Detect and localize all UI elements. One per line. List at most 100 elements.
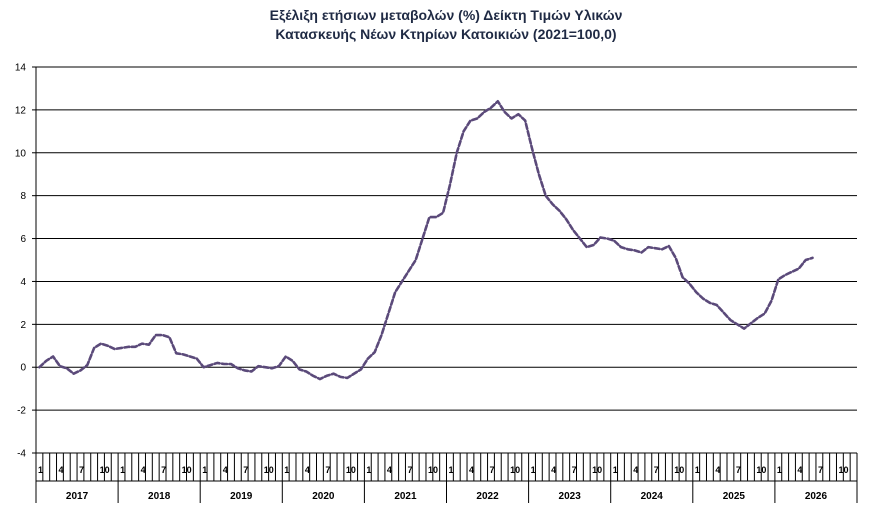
month-label: 4: [223, 465, 228, 475]
y-tick-label: -2: [17, 406, 26, 417]
month-label: 1: [38, 465, 43, 475]
data-point: [709, 302, 710, 303]
data-point: [449, 184, 450, 185]
data-point: [66, 368, 67, 369]
month-label: 10: [674, 465, 684, 475]
month-label: 4: [551, 465, 556, 475]
month-label: 4: [797, 465, 802, 475]
data-point: [244, 370, 245, 371]
data-point: [189, 356, 190, 357]
series-line: [38, 100, 814, 381]
data-point: [135, 346, 136, 347]
month-label: 1: [284, 465, 289, 475]
month-label: 7: [79, 465, 84, 475]
data-point: [744, 328, 745, 329]
data-point: [39, 367, 40, 368]
y-tick-label: 12: [15, 105, 27, 116]
data-point: [634, 250, 635, 251]
year-label: 2024: [641, 491, 664, 502]
data-point: [94, 347, 95, 348]
data-point: [490, 107, 491, 108]
data-point: [545, 195, 546, 196]
data-point: [511, 118, 512, 119]
month-label: 7: [654, 465, 659, 475]
data-point: [265, 367, 266, 368]
month-label: 1: [695, 465, 700, 475]
month-label: 4: [59, 465, 64, 475]
month-label: 7: [736, 465, 741, 475]
data-point: [675, 257, 676, 258]
data-point: [155, 334, 156, 335]
data-point: [429, 217, 430, 218]
data-point: [614, 240, 615, 241]
data-point: [607, 238, 608, 239]
data-point: [251, 371, 252, 372]
data-point: [716, 304, 717, 305]
data-point: [702, 298, 703, 299]
data-point: [395, 292, 396, 293]
year-label: 2018: [148, 491, 171, 502]
month-label: 7: [572, 465, 577, 475]
y-tick-label: 2: [20, 320, 26, 331]
y-tick-label: 8: [20, 191, 26, 202]
data-point: [436, 217, 437, 218]
data-point: [203, 367, 204, 368]
data-point: [559, 210, 560, 211]
data-point: [73, 373, 74, 374]
data-point: [538, 174, 539, 175]
data-point: [531, 148, 532, 149]
data-point: [791, 271, 792, 272]
year-label: 2022: [476, 491, 499, 502]
data-point: [778, 279, 779, 280]
data-point: [340, 376, 341, 377]
data-point: [525, 120, 526, 121]
month-label: 10: [346, 465, 356, 475]
data-point: [326, 375, 327, 376]
month-label: 10: [264, 465, 274, 475]
month-label: 1: [777, 465, 782, 475]
data-point: [566, 219, 567, 220]
y-tick-label: 0: [20, 363, 26, 374]
data-point: [53, 356, 54, 357]
data-point: [812, 257, 813, 258]
month-label: 10: [756, 465, 766, 475]
data-point: [401, 281, 402, 282]
data-point: [504, 111, 505, 112]
data-point: [497, 101, 498, 102]
data-point: [176, 353, 177, 354]
data-point: [381, 334, 382, 335]
data-point: [730, 319, 731, 320]
x-axis: 1 4 7 10 2017 1 4 7 10 2018 1 4 7 10 2019 1 4 7 10 2020 1 4 7 1…: [35, 453, 858, 503]
year-label: 2019: [230, 491, 253, 502]
month-label: 7: [325, 465, 330, 475]
y-tick-label: -4: [17, 449, 26, 460]
data-point: [148, 344, 149, 345]
data-point: [648, 247, 649, 248]
month-label: 10: [182, 465, 192, 475]
data-point: [278, 366, 279, 367]
data-point: [237, 368, 238, 369]
year-label: 2021: [394, 491, 417, 502]
data-point: [661, 249, 662, 250]
data-point: [107, 345, 108, 346]
data-point: [442, 212, 443, 213]
data-point: [210, 364, 211, 365]
data-point: [80, 370, 81, 371]
data-point: [388, 313, 389, 314]
series-layer: [38, 100, 814, 381]
month-label: 7: [407, 465, 412, 475]
data-point: [59, 366, 60, 367]
data-point: [785, 274, 786, 275]
y-tick-label: 4: [20, 277, 26, 288]
data-point: [100, 343, 101, 344]
grid-lines: [36, 66, 857, 454]
month-label: 10: [838, 465, 848, 475]
chart-title-line-1: Εξέλιξη ετήσιων μεταβολών (%) Δείκτη Τιμ…: [269, 7, 623, 23]
data-point: [360, 369, 361, 370]
data-point: [750, 323, 751, 324]
month-label: 10: [100, 465, 110, 475]
data-point: [408, 270, 409, 271]
data-point: [292, 360, 293, 361]
month-label: 4: [633, 465, 638, 475]
data-point: [299, 369, 300, 370]
